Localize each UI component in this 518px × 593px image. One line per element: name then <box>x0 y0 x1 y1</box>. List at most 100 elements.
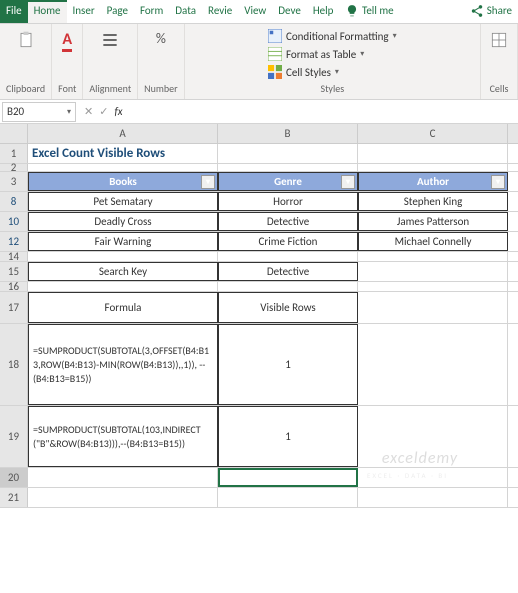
visible-rows-header[interactable]: Visible Rows <box>218 292 358 323</box>
row-header[interactable]: 12 <box>0 232 28 251</box>
confirm-icon[interactable]: ✓ <box>99 105 108 118</box>
number-label: Number <box>144 82 177 95</box>
cell-genre[interactable]: Detective <box>218 212 358 231</box>
tab-formulas[interactable]: Form <box>134 0 169 23</box>
styles-label: Styles <box>320 82 344 95</box>
cell[interactable] <box>358 164 508 171</box>
col-header-a[interactable]: A <box>28 124 218 143</box>
name-box[interactable]: B20 ▾ <box>2 102 76 122</box>
percent-icon: % <box>156 30 166 47</box>
cell[interactable] <box>28 164 218 171</box>
selected-cell-b20[interactable] <box>218 468 358 487</box>
cell[interactable] <box>28 488 218 507</box>
cell-book[interactable]: Pet Sematary <box>28 192 218 211</box>
row-header[interactable]: 17 <box>0 292 28 323</box>
row-16: 16 <box>0 282 518 292</box>
font-button[interactable]: A <box>60 28 74 54</box>
tab-developer[interactable]: Deve <box>272 0 307 23</box>
cell-book[interactable]: Deadly Cross <box>28 212 218 231</box>
clipboard-button[interactable] <box>14 28 38 52</box>
cell-book[interactable]: Fair Warning <box>28 232 218 251</box>
tab-tell-me[interactable]: Tell me <box>339 0 399 23</box>
row-14: 14 <box>0 252 518 262</box>
tab-insert[interactable]: Inser <box>67 0 101 23</box>
cell[interactable] <box>218 488 358 507</box>
row-header[interactable]: 20 <box>0 468 28 487</box>
col-header-c[interactable]: C <box>358 124 508 143</box>
number-button[interactable]: % <box>154 28 168 49</box>
row-header[interactable]: 8 <box>0 192 28 211</box>
cell[interactable] <box>28 282 218 291</box>
format-as-table-button[interactable]: Format as Table▾ <box>264 46 401 62</box>
cancel-icon[interactable]: ✕ <box>84 105 93 118</box>
tab-view[interactable]: View <box>238 0 272 23</box>
cell[interactable] <box>218 252 358 261</box>
chevron-down-icon: ▾ <box>67 107 71 117</box>
header-books[interactable]: Books ▾ <box>28 172 218 191</box>
lightbulb-icon <box>345 4 359 18</box>
row-12: 12 Fair Warning Crime Fiction Michael Co… <box>0 232 518 252</box>
col-header-b[interactable]: B <box>218 124 358 143</box>
select-all-corner[interactable] <box>0 124 28 143</box>
formula-cell-1[interactable]: =SUMPRODUCT(SUBTOTAL(3,OFFSET(B4:B13,ROW… <box>28 324 218 405</box>
fx-label[interactable]: fx <box>114 105 122 118</box>
cell[interactable] <box>28 252 218 261</box>
share-icon <box>470 4 484 18</box>
cells-icon <box>489 30 509 50</box>
search-key-value[interactable]: Detective <box>218 262 358 281</box>
conditional-formatting-button[interactable]: Conditional Formatting▾ <box>264 28 401 44</box>
row-header[interactable]: 10 <box>0 212 28 231</box>
cell-author[interactable]: Stephen King <box>358 192 508 211</box>
cell-genre[interactable]: Crime Fiction <box>218 232 358 251</box>
filter-button-active[interactable]: ▾ <box>341 175 355 189</box>
row-header[interactable]: 21 <box>0 488 28 507</box>
cell[interactable] <box>358 252 508 261</box>
cell[interactable] <box>358 488 508 507</box>
cell[interactable] <box>358 282 508 291</box>
tab-share[interactable]: Share <box>464 0 518 23</box>
result-cell-1[interactable]: 1 <box>218 324 358 405</box>
alignment-button[interactable] <box>98 28 122 52</box>
group-font: A Font <box>52 24 83 99</box>
row-header[interactable]: 14 <box>0 252 28 261</box>
row-header[interactable]: 2 <box>0 164 28 171</box>
cell[interactable] <box>218 282 358 291</box>
group-clipboard: Clipboard <box>0 24 52 99</box>
cell-author[interactable]: Michael Connelly <box>358 232 508 251</box>
row-18: 18 =SUMPRODUCT(SUBTOTAL(3,OFFSET(B4:B13,… <box>0 324 518 406</box>
title-cell[interactable]: Excel Count Visible Rows <box>28 144 218 163</box>
tab-page-layout[interactable]: Page <box>101 0 134 23</box>
row-header[interactable]: 15 <box>0 262 28 281</box>
header-genre[interactable]: Genre ▾ <box>218 172 358 191</box>
formula-cell-2[interactable]: =SUMPRODUCT(SUBTOTAL(103,INDIRECT("B"&RO… <box>28 406 218 467</box>
cell-author[interactable]: James Patterson <box>358 212 508 231</box>
cell[interactable] <box>28 468 218 487</box>
cell[interactable] <box>358 144 508 163</box>
filter-button[interactable]: ▾ <box>201 175 215 189</box>
search-key-label[interactable]: Search Key <box>28 262 218 281</box>
cell-styles-button[interactable]: Cell Styles▾ <box>264 64 401 80</box>
row-header[interactable]: 3 <box>0 172 28 191</box>
tab-review[interactable]: Revie <box>202 0 238 23</box>
tab-file[interactable]: File <box>0 0 28 23</box>
row-header[interactable]: 16 <box>0 282 28 291</box>
formula-header[interactable]: Formula <box>28 292 218 323</box>
group-styles: Conditional Formatting▾ Format as Table▾… <box>185 24 481 99</box>
tab-data[interactable]: Data <box>169 0 202 23</box>
row-15: 15 Search Key Detective <box>0 262 518 282</box>
result-cell-2[interactable]: 1 <box>218 406 358 467</box>
formula-bar: B20 ▾ ✕ ✓ fx <box>0 100 518 124</box>
filter-button[interactable]: ▾ <box>491 175 505 189</box>
row-header[interactable]: 19 <box>0 406 28 467</box>
cell[interactable] <box>358 292 508 323</box>
tab-help[interactable]: Help <box>307 0 340 23</box>
cell[interactable] <box>218 144 358 163</box>
tab-home[interactable]: Home <box>28 0 67 23</box>
cell[interactable] <box>358 262 508 281</box>
cell[interactable] <box>358 324 508 405</box>
cell-genre[interactable]: Horror <box>218 192 358 211</box>
header-author[interactable]: Author ▾ <box>358 172 508 191</box>
cell[interactable] <box>218 164 358 171</box>
row-header[interactable]: 18 <box>0 324 28 405</box>
cells-button[interactable] <box>487 28 511 52</box>
